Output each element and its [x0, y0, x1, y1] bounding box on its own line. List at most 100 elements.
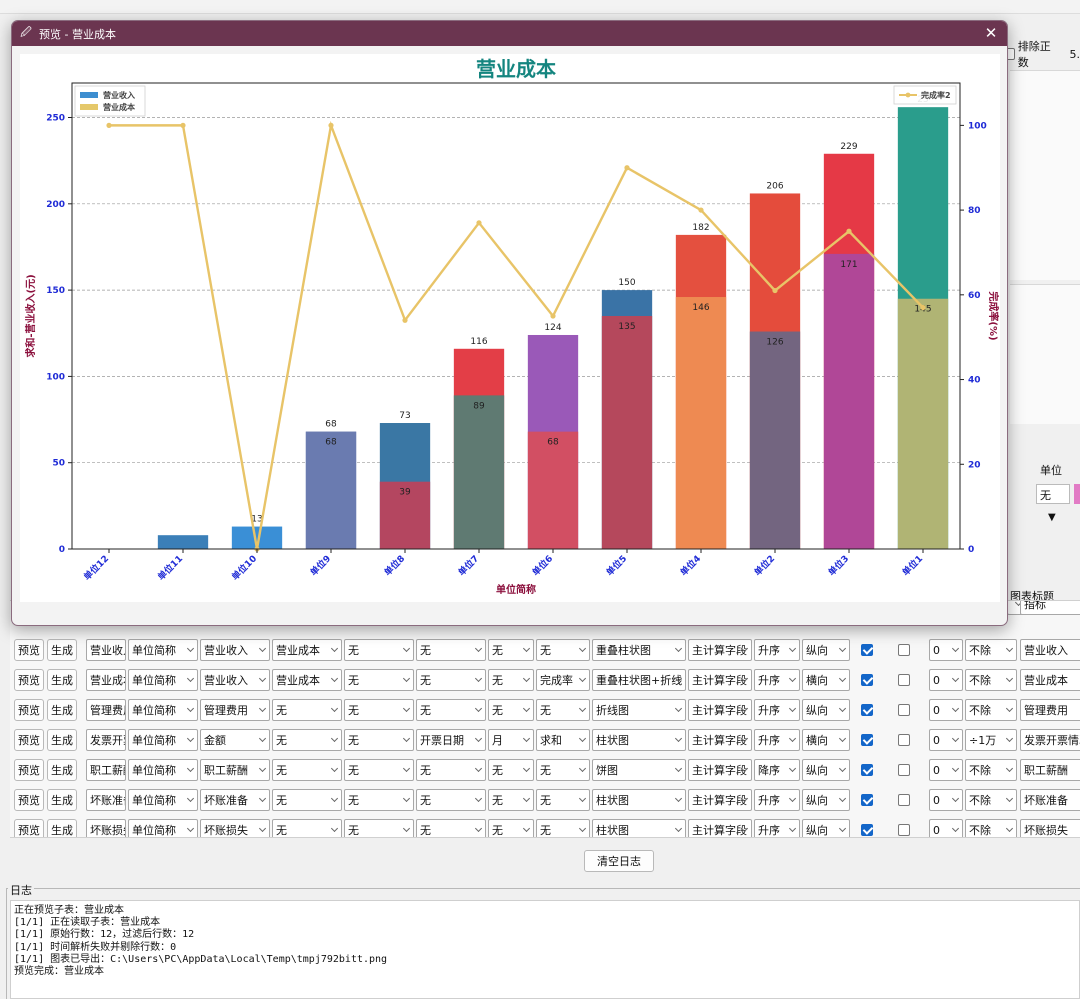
preview-button[interactable]: 预览 — [14, 729, 44, 751]
preview-button[interactable]: 预览 — [14, 669, 44, 691]
color-swatch[interactable] — [1074, 484, 1080, 504]
orientation-select[interactable]: 纵向 — [802, 789, 850, 811]
third-value-select[interactable]: 无 — [344, 729, 414, 751]
second-value-select[interactable]: 无 — [272, 819, 342, 837]
sort-order-select[interactable]: 升序 — [754, 639, 800, 661]
preview-button[interactable]: 预览 — [14, 699, 44, 721]
date-field-select[interactable]: 无 — [416, 759, 486, 781]
show-labels-checkbox[interactable] — [861, 644, 873, 656]
secondary-option-checkbox[interactable] — [898, 734, 910, 746]
secondary-option-checkbox[interactable] — [898, 674, 910, 686]
decimals-select[interactable]: 0 — [929, 639, 963, 661]
show-labels-checkbox[interactable] — [861, 704, 873, 716]
generate-button[interactable]: 生成 — [47, 669, 77, 691]
divisor-select[interactable]: 不除 — [965, 699, 1017, 721]
sort-order-select[interactable]: 升序 — [754, 729, 800, 751]
chevron-down-icon[interactable]: ▼ — [1048, 512, 1056, 523]
show-labels-checkbox[interactable] — [861, 734, 873, 746]
decimals-select[interactable]: 0 — [929, 699, 963, 721]
show-labels-checkbox[interactable] — [861, 674, 873, 686]
category-field-select[interactable]: 单位简称 — [128, 759, 198, 781]
aggregate-select[interactable]: 无 — [536, 789, 590, 811]
chart-type-select[interactable]: 折线图 — [592, 699, 686, 721]
show-labels-checkbox[interactable] — [861, 824, 873, 836]
subtable-name-field[interactable]: 管理费用 — [86, 699, 126, 721]
orientation-select[interactable]: 横向 — [802, 669, 850, 691]
value-field-select[interactable]: 管理费用 — [200, 699, 270, 721]
second-value-select[interactable]: 营业成本 — [272, 639, 342, 661]
exclude-positive-option[interactable]: 排除正数 5. — [1004, 38, 1080, 70]
sort-field-select[interactable]: 主计算字段 — [688, 639, 752, 661]
generate-button[interactable]: 生成 — [47, 759, 77, 781]
show-labels-checkbox[interactable] — [861, 794, 873, 806]
aggregate-select[interactable]: 无 — [536, 759, 590, 781]
value-field-select[interactable]: 坏账损失 — [200, 819, 270, 837]
second-value-select[interactable]: 营业成本 — [272, 669, 342, 691]
preview-button[interactable]: 预览 — [14, 639, 44, 661]
orientation-select[interactable]: 横向 — [802, 729, 850, 751]
date-field-select[interactable]: 无 — [416, 669, 486, 691]
orientation-select[interactable]: 纵向 — [802, 699, 850, 721]
divisor-select[interactable]: 不除 — [965, 759, 1017, 781]
date-field-select[interactable]: 无 — [416, 699, 486, 721]
orientation-select[interactable]: 纵向 — [802, 819, 850, 837]
period-select[interactable]: 无 — [488, 789, 534, 811]
decimals-select[interactable]: 0 — [929, 759, 963, 781]
category-field-select[interactable]: 单位简称 — [128, 789, 198, 811]
period-select[interactable]: 无 — [488, 699, 534, 721]
third-value-select[interactable]: 无 — [344, 819, 414, 837]
sort-field-select[interactable]: 主计算字段 — [688, 729, 752, 751]
chart-title-field[interactable]: 坏账损失 — [1020, 819, 1080, 837]
preview-window-titlebar[interactable]: 🖉 预览 - 营业成本 ✕ — [12, 21, 1007, 46]
sort-order-select[interactable]: 升序 — [754, 669, 800, 691]
preview-button[interactable]: 预览 — [14, 759, 44, 781]
chart-title-field[interactable]: 营业收入 — [1020, 639, 1080, 661]
chart-type-select[interactable]: 柱状图 — [592, 729, 686, 751]
chart-title-field[interactable]: 营业成本 — [1020, 669, 1080, 691]
unit-value-field[interactable]: 无 — [1036, 484, 1070, 504]
chart-type-select[interactable]: 柱状图 — [592, 789, 686, 811]
sort-field-select[interactable]: 主计算字段 — [688, 759, 752, 781]
date-field-select[interactable]: 无 — [416, 819, 486, 837]
category-field-select[interactable]: 单位简称 — [128, 639, 198, 661]
value-field-select[interactable]: 营业收入 — [200, 669, 270, 691]
date-field-select[interactable]: 开票日期 — [416, 729, 486, 751]
second-value-select[interactable]: 无 — [272, 789, 342, 811]
secondary-option-checkbox[interactable] — [898, 644, 910, 656]
third-value-select[interactable]: 无 — [344, 699, 414, 721]
sort-order-select[interactable]: 降序 — [754, 759, 800, 781]
subtable-name-field[interactable]: 营业成本 — [86, 669, 126, 691]
divisor-select[interactable]: 不除 — [965, 789, 1017, 811]
sort-order-select[interactable]: 升序 — [754, 819, 800, 837]
period-select[interactable]: 无 — [488, 759, 534, 781]
category-field-select[interactable]: 单位简称 — [128, 669, 198, 691]
third-value-select[interactable]: 无 — [344, 639, 414, 661]
preview-button[interactable]: 预览 — [14, 789, 44, 811]
decimals-select[interactable]: 0 — [929, 729, 963, 751]
sort-order-select[interactable]: 升序 — [754, 789, 800, 811]
aggregate-select[interactable]: 无 — [536, 639, 590, 661]
secondary-option-checkbox[interactable] — [898, 794, 910, 806]
aggregate-select[interactable]: 完成率 — [536, 669, 590, 691]
period-select[interactable]: 无 — [488, 819, 534, 837]
category-field-select[interactable]: 单位简称 — [128, 699, 198, 721]
subtable-name-field[interactable]: 坏账准备 — [86, 789, 126, 811]
date-field-select[interactable]: 无 — [416, 639, 486, 661]
sort-field-select[interactable]: 主计算字段 — [688, 669, 752, 691]
aggregate-select[interactable]: 求和 — [536, 729, 590, 751]
category-field-select[interactable]: 单位简称 — [128, 819, 198, 837]
chart-title-field[interactable]: 坏账准备 — [1020, 789, 1080, 811]
orientation-select[interactable]: 纵向 — [802, 759, 850, 781]
generate-button[interactable]: 生成 — [47, 639, 77, 661]
sort-field-select[interactable]: 主计算字段 — [688, 789, 752, 811]
chart-title-field[interactable]: 管理费用 — [1020, 699, 1080, 721]
generate-button[interactable]: 生成 — [47, 819, 77, 837]
decimals-select[interactable]: 0 — [929, 669, 963, 691]
title-field[interactable]: 指标 — [1020, 601, 1080, 615]
aggregate-select[interactable]: 无 — [536, 699, 590, 721]
subtable-name-field[interactable]: 发票开票 — [86, 729, 126, 751]
period-select[interactable]: 月 — [488, 729, 534, 751]
secondary-option-checkbox[interactable] — [898, 824, 910, 836]
decimals-select[interactable]: 0 — [929, 789, 963, 811]
orientation-select[interactable]: 纵向 — [802, 639, 850, 661]
